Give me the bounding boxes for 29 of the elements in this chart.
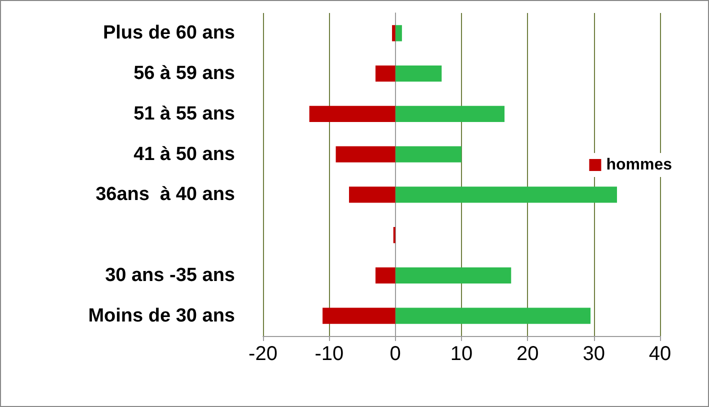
bar: [395, 106, 505, 122]
bar: [395, 146, 462, 162]
x-tick-label: -10: [314, 343, 344, 365]
bar: [309, 106, 396, 122]
bar: [395, 186, 617, 203]
x-tick-label: 10: [450, 343, 473, 365]
bar: [375, 267, 396, 284]
bar: [322, 308, 396, 324]
y-tick-label: 51 à 55 ans: [134, 103, 235, 124]
bar: [395, 308, 591, 324]
y-tick-label: Plus de 60 ans: [102, 22, 235, 44]
bar: [375, 65, 396, 82]
y-tick-label: 56 à 59 ans: [134, 63, 235, 84]
y-tick-label: 30 ans -35 ans: [105, 264, 235, 286]
x-tick-label: 20: [516, 343, 539, 365]
legend-label: hommes: [606, 156, 672, 174]
bar: [395, 267, 512, 284]
y-tick-label: 36ans à 40 ans: [96, 184, 235, 206]
x-tick-label: 0: [390, 343, 401, 365]
x-tick-label: 40: [648, 343, 672, 365]
y-tick-label: Moins de 30 ans: [88, 305, 235, 326]
x-tick-label: -20: [248, 343, 278, 365]
y-tick-label: 41 à 50 ans: [134, 144, 235, 165]
bar: [392, 25, 396, 42]
bar: [349, 186, 396, 203]
bar: [336, 146, 396, 162]
bar: [395, 25, 402, 42]
x-tick-label: 30: [582, 343, 605, 365]
bar: [395, 65, 442, 82]
